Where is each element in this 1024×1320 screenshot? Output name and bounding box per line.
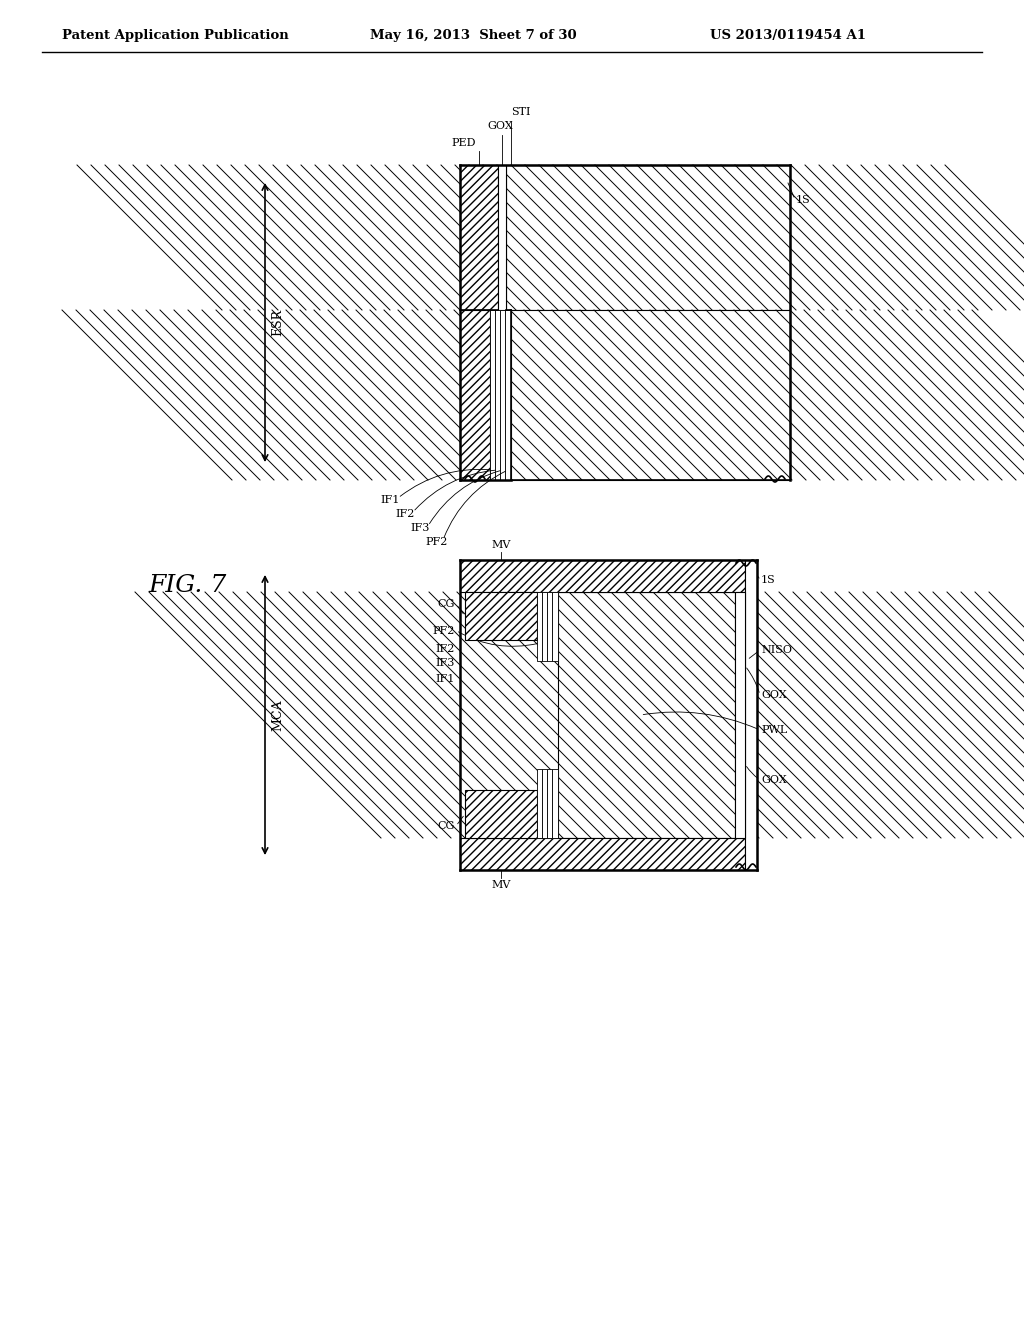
Text: 1S: 1S [761, 576, 776, 585]
Bar [460, 310, 506, 480]
Bar [490, 310, 495, 480]
Bar [511, 310, 790, 480]
Bar [542, 770, 547, 838]
Bar [460, 310, 490, 480]
Text: IF1: IF1 [435, 673, 455, 684]
Text: IF2: IF2 [395, 510, 415, 519]
Text: Patent Application Publication: Patent Application Publication [62, 29, 289, 41]
Bar [547, 770, 552, 838]
Bar [498, 165, 506, 310]
Text: 1S: 1S [796, 195, 811, 205]
Bar [495, 310, 500, 480]
Text: GOX: GOX [761, 775, 786, 785]
Bar [460, 838, 745, 870]
Text: STI: STI [511, 107, 530, 117]
Text: PED: PED [451, 139, 475, 148]
Bar [558, 591, 735, 838]
Text: US 2013/0119454 A1: US 2013/0119454 A1 [710, 29, 866, 41]
Bar [506, 165, 790, 310]
Text: CG: CG [437, 599, 455, 609]
Bar [460, 165, 790, 310]
Text: IF1: IF1 [380, 495, 399, 506]
Bar [537, 770, 542, 838]
Bar [735, 591, 745, 838]
Bar [465, 591, 537, 640]
Bar [465, 789, 537, 838]
Text: ESR: ESR [271, 309, 284, 337]
Text: FIG. 7: FIG. 7 [148, 573, 226, 597]
Bar [460, 560, 745, 591]
Bar [552, 591, 558, 661]
Text: PWL: PWL [761, 725, 787, 735]
Bar [542, 591, 547, 661]
Bar [552, 770, 558, 838]
Text: MV: MV [492, 540, 511, 550]
Text: PF2: PF2 [425, 537, 447, 546]
Bar [500, 310, 505, 480]
Bar [505, 310, 511, 480]
Text: PF2: PF2 [432, 626, 455, 635]
Bar [745, 560, 757, 870]
Text: IF2: IF2 [435, 644, 455, 653]
Text: GOX: GOX [761, 690, 786, 700]
Bar [460, 165, 498, 310]
Text: IF3: IF3 [435, 659, 455, 668]
Text: IF3: IF3 [410, 523, 429, 533]
Text: CG: CG [437, 821, 455, 832]
Text: MV: MV [492, 880, 511, 890]
Bar [547, 591, 552, 661]
Text: NISO: NISO [761, 645, 792, 655]
Bar [537, 591, 542, 661]
Text: May 16, 2013  Sheet 7 of 30: May 16, 2013 Sheet 7 of 30 [370, 29, 577, 41]
Text: MCA: MCA [271, 700, 284, 731]
Bar [460, 560, 790, 870]
Text: GOX: GOX [487, 121, 513, 131]
